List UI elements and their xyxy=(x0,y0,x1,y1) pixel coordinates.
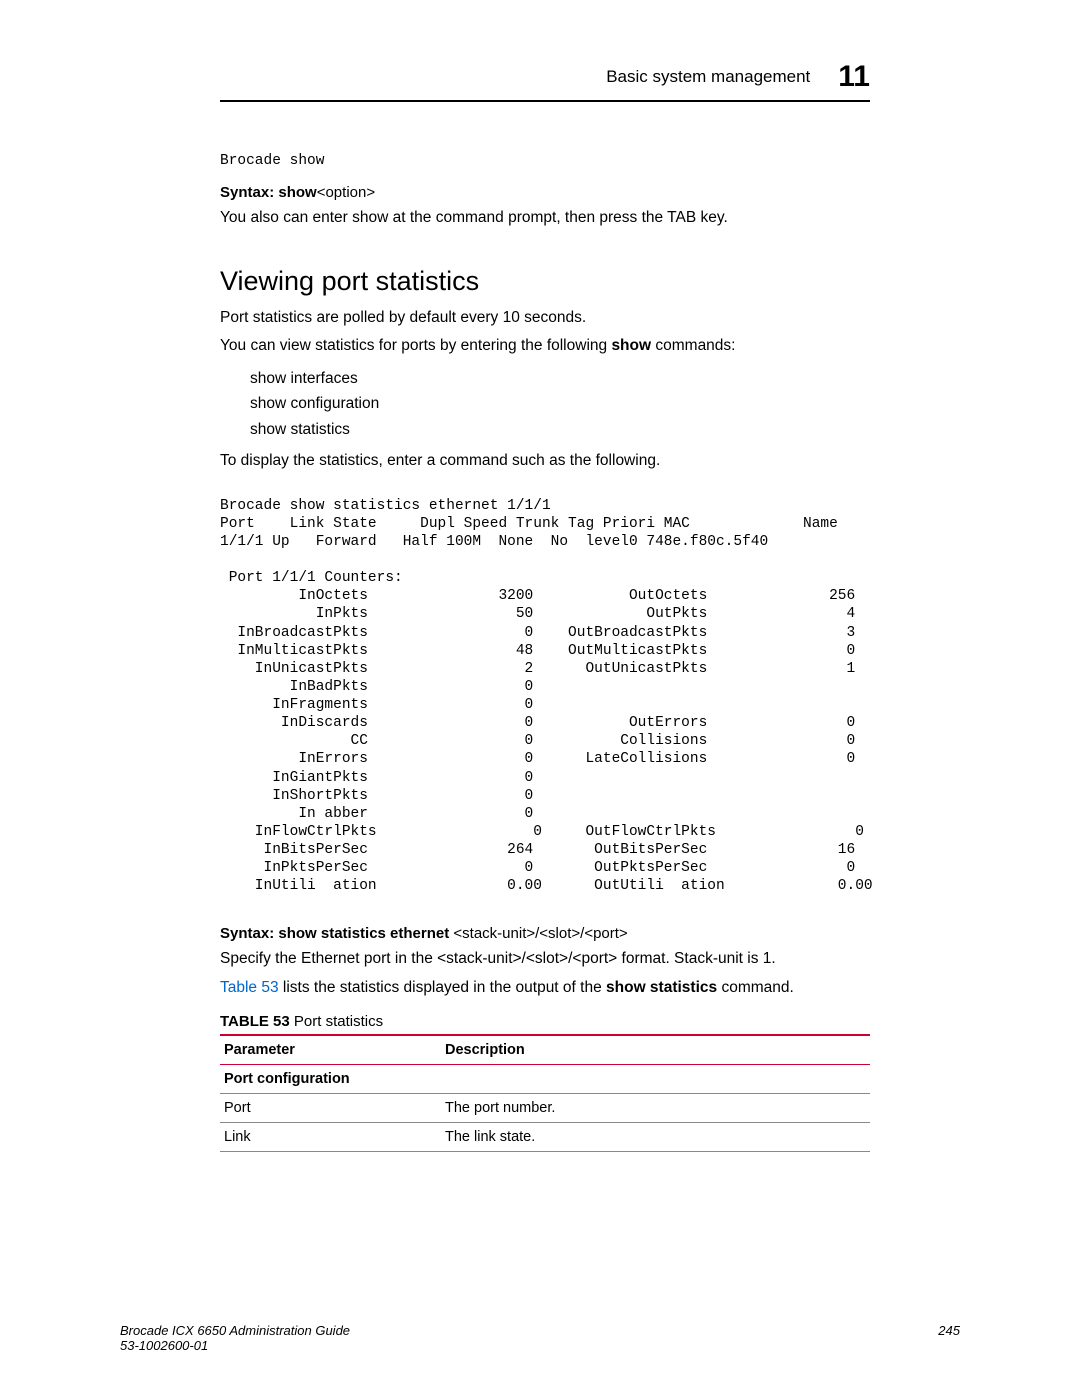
p4: Specify the Ethernet port in the <stack-… xyxy=(220,948,870,970)
syntax-line-2: Syntax: show statistics ethernet <stack-… xyxy=(220,925,870,942)
cell-desc: The link state. xyxy=(441,1123,870,1152)
p2-b: show xyxy=(611,337,651,354)
command-output-block: Brocade show statistics ethernet 1/1/1 P… xyxy=(220,497,870,896)
syntax-cmd: show xyxy=(278,184,316,201)
table-caption: TABLE 53 Port statistics xyxy=(220,1013,870,1030)
syntax-label: Syntax: xyxy=(220,184,274,201)
table-row: Link The link state. xyxy=(220,1123,870,1152)
syntax2-rest: <stack-unit>/<slot>/<port> xyxy=(449,925,627,942)
bullet-item: show statistics xyxy=(250,417,870,443)
table-row: Port The port number. xyxy=(220,1094,870,1123)
section-p2: You can view statistics for ports by ent… xyxy=(220,335,870,357)
p5-b: lists the statistics displayed in the ou… xyxy=(279,979,606,996)
bullet-item: show configuration xyxy=(250,391,870,417)
header-title: Basic system management xyxy=(606,67,810,87)
cell-param: Link xyxy=(220,1123,441,1152)
p5: Table 53 lists the statistics displayed … xyxy=(220,977,870,999)
th-description: Description xyxy=(441,1035,870,1065)
syntax-line-1: Syntax: show<option> xyxy=(220,184,870,201)
table-header-row: Parameter Description xyxy=(220,1035,870,1065)
table-ref-link[interactable]: Table 53 xyxy=(220,979,279,996)
page: Basic system management 11 Brocade show … xyxy=(0,0,1080,1397)
footer-guide: Brocade ICX 6650 Administration Guide xyxy=(120,1323,350,1338)
caption-rest: Port statistics xyxy=(290,1013,383,1030)
th-parameter: Parameter xyxy=(220,1035,441,1065)
page-header: Basic system management 11 xyxy=(220,60,870,94)
p5-d: command. xyxy=(717,979,794,996)
footer-page-number: 245 xyxy=(938,1323,960,1353)
table-section-row: Port configuration xyxy=(220,1065,870,1094)
section-heading: Viewing port statistics xyxy=(220,266,870,297)
chapter-number: 11 xyxy=(838,60,870,94)
intro-text: You also can enter show at the command p… xyxy=(220,207,870,229)
section-cell: Port configuration xyxy=(220,1065,870,1094)
content-area: Basic system management 11 Brocade show … xyxy=(220,60,870,1152)
p5-c: show statistics xyxy=(606,979,717,996)
port-stats-table: Parameter Description Port configuration… xyxy=(220,1034,870,1152)
header-rule xyxy=(220,100,870,102)
syntax2-label: Syntax: xyxy=(220,925,274,942)
section-p3: To display the statistics, enter a comma… xyxy=(220,450,870,472)
syntax2-bold: show statistics ethernet xyxy=(278,925,449,942)
section-p1: Port statistics are polled by default ev… xyxy=(220,307,870,329)
footer-docnum: 53-1002600-01 xyxy=(120,1338,350,1353)
bullet-item: show interfaces xyxy=(250,366,870,392)
cell-param: Port xyxy=(220,1094,441,1123)
caption-bold: TABLE 53 xyxy=(220,1013,290,1030)
cmd-line-1: Brocade show xyxy=(220,152,870,170)
p2-a: You can view statistics for ports by ent… xyxy=(220,337,611,354)
page-footer: Brocade ICX 6650 Administration Guide 53… xyxy=(120,1323,960,1353)
bullet-list: show interfaces show configuration show … xyxy=(250,366,870,443)
p2-c: commands: xyxy=(651,337,735,354)
syntax-arg: <option> xyxy=(317,184,375,201)
cell-desc: The port number. xyxy=(441,1094,870,1123)
footer-left: Brocade ICX 6650 Administration Guide 53… xyxy=(120,1323,350,1353)
